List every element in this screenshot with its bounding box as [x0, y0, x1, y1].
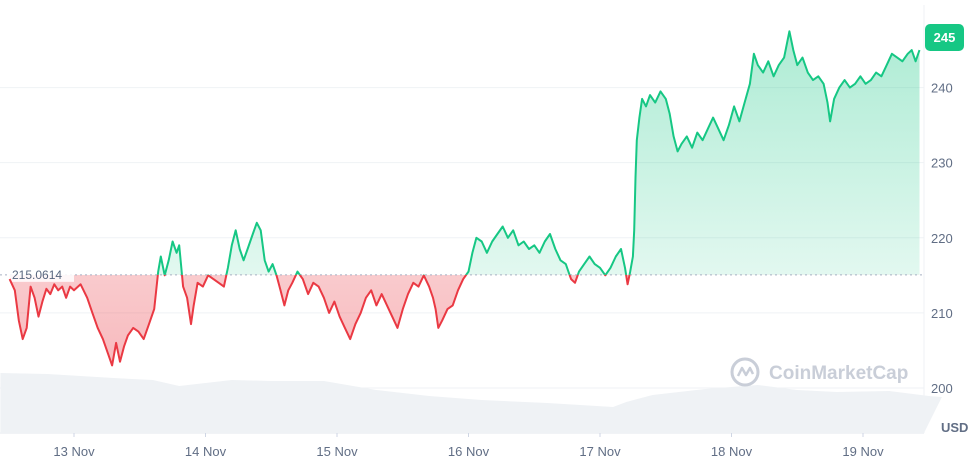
baseline-label: 215.0614 — [8, 265, 74, 282]
y-axis: 200 210 220 230 240 — [931, 81, 953, 396]
area-below-baseline — [9, 274, 920, 366]
y-tick-label: 240 — [931, 81, 953, 96]
x-tick-label: 17 Nov — [579, 444, 621, 459]
x-axis: 13 Nov 14 Nov 15 Nov 16 Nov 17 Nov 18 Nov 19 N… — [53, 433, 884, 459]
x-tick-label: 19 Nov — [842, 444, 884, 459]
current-price-label: 245 — [934, 30, 956, 45]
y-tick-label: 210 — [931, 306, 953, 321]
price-line-up — [156, 30, 921, 275]
watermark: CoinMarketCap — [730, 357, 908, 387]
y-tick-label: 200 — [931, 381, 953, 396]
currency-unit: USD — [941, 420, 968, 435]
coinmarketcap-logo-icon — [730, 357, 760, 387]
x-tick-label: 18 Nov — [711, 444, 753, 459]
baseline-label-text: 215.0614 — [12, 268, 62, 282]
price-line-down — [8, 274, 631, 367]
x-tick-label: 13 Nov — [53, 444, 95, 459]
volume-area — [0, 373, 942, 433]
watermark-text: CoinMarketCap — [769, 363, 908, 384]
current-price-tag[interactable]: 245 — [925, 24, 964, 51]
y-tick-label: 230 — [931, 156, 953, 171]
x-tick-label: 14 Nov — [185, 444, 227, 459]
x-tick-label: 15 Nov — [316, 444, 358, 459]
y-tick-label: 220 — [931, 231, 953, 246]
x-tick-label: 16 Nov — [448, 444, 490, 459]
area-above-baseline — [157, 31, 920, 275]
